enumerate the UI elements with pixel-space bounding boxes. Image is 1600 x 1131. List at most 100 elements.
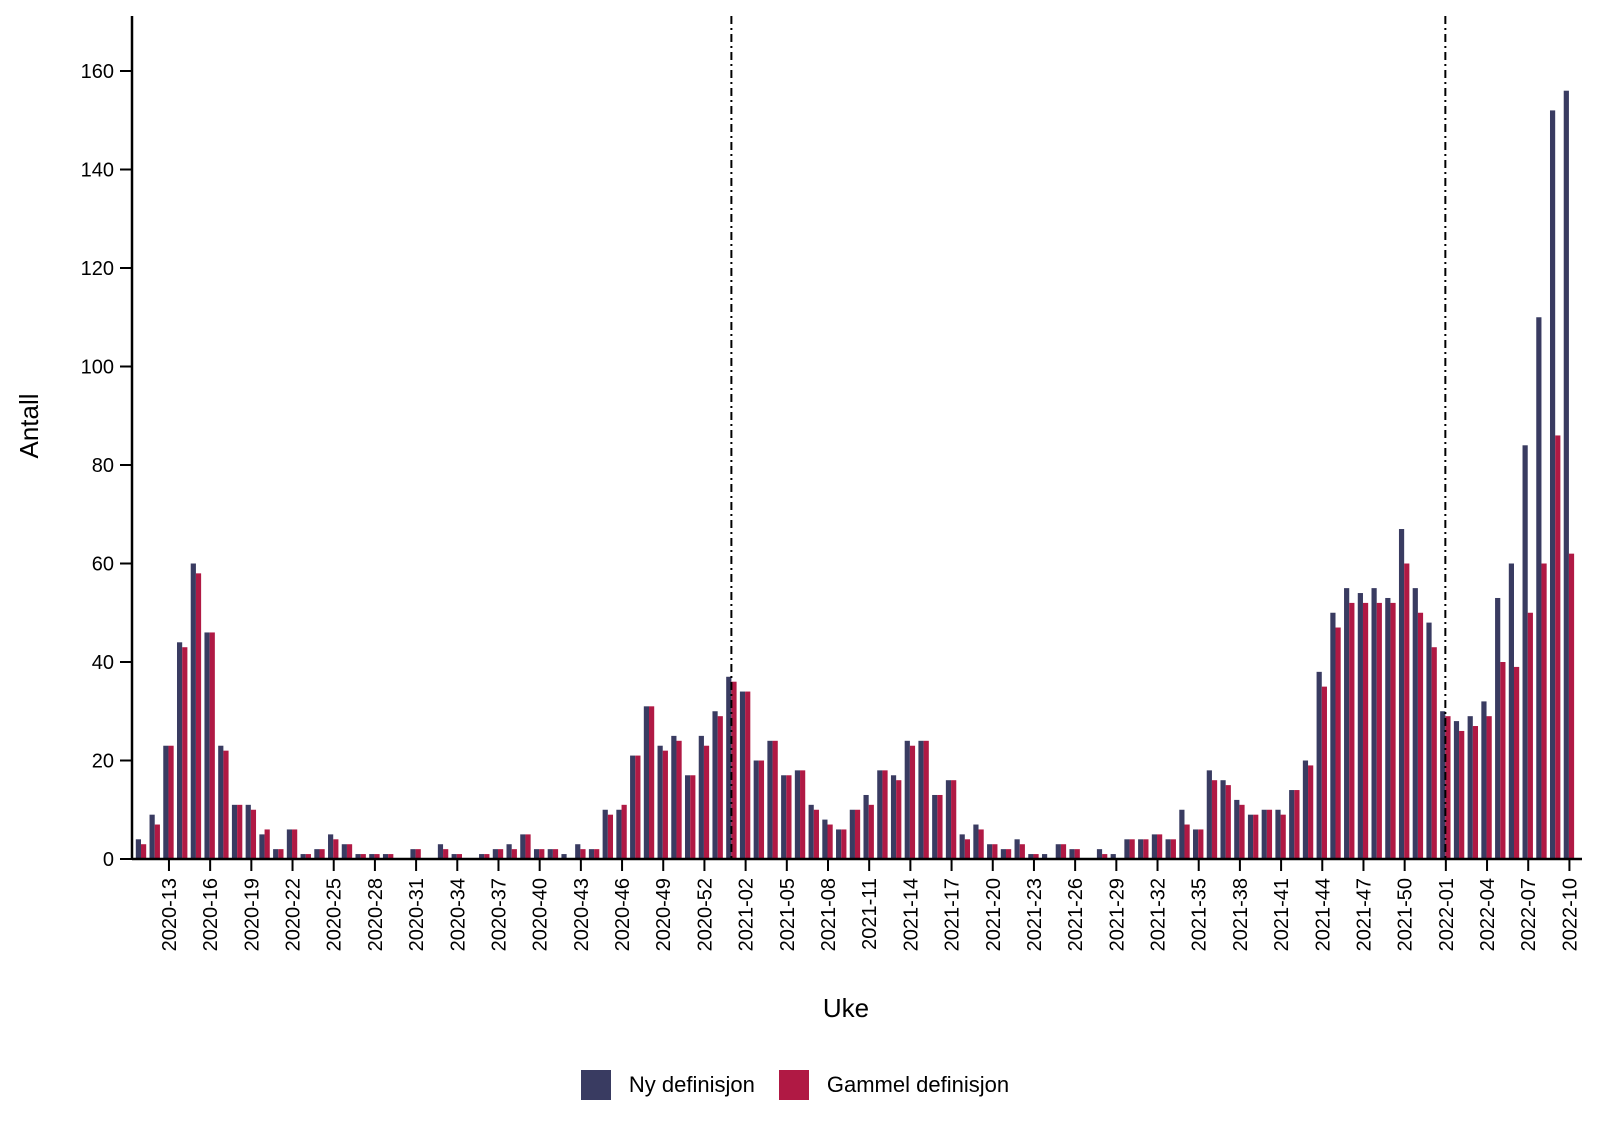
bar-gammel-definisjon [305,854,311,859]
bar-gammel-definisjon [800,770,806,859]
bar-gammel-definisjon [745,691,751,859]
x-tick-label: 2020-25 [324,878,346,951]
bar-gammel-definisjon [415,849,421,859]
bar-ny-definisjon [1371,588,1377,859]
bar-gammel-definisjon [951,780,957,859]
bar-gammel-definisjon [1005,849,1012,859]
x-tick-label: 2020-49 [653,878,675,951]
bar-gammel-definisjon [278,849,284,859]
bar-gammel-definisjon [223,750,229,859]
x-tick-label: 2021-20 [983,878,1005,951]
bar-gammel-definisjon [1445,716,1451,859]
x-tick-label: 2021-23 [1024,878,1046,951]
x-tick-label: 2021-47 [1353,878,1375,951]
x-tick-label: 2021-02 [736,878,758,951]
bar-ny-definisjon [259,834,265,859]
x-tick-label: 2021-35 [1189,878,1211,951]
bar-gammel-definisjon [1198,829,1204,859]
bar-gammel-definisjon [1266,809,1273,859]
bar-gammel-definisjon [703,745,710,859]
bar-ny-definisjon [794,770,801,859]
x-tick-label: 2020-22 [283,878,305,951]
bar-gammel-definisjon [1431,647,1437,859]
bar-gammel-definisjon [1472,726,1479,859]
bar-ny-definisjon [712,711,718,859]
x-tick-label: 2021-17 [942,878,964,951]
bar-gammel-definisjon [195,573,202,859]
bar-gammel-definisjon [1568,553,1575,859]
bar-ny-definisjon [1206,770,1212,859]
bar-gammel-definisjon [1294,790,1300,859]
bar-gammel-definisjon [1376,602,1382,859]
x-tick-label: 2022-04 [1477,878,1499,951]
x-tick-label: 2020-28 [365,878,387,951]
bar-ny-definisjon [382,854,389,859]
y-tick-label: 160 [81,61,114,83]
bar-gammel-definisjon [607,814,614,859]
x-tick-label: 2020-40 [530,878,552,951]
bar-gammel-definisjon [758,760,765,859]
bar-ny-definisjon [753,760,759,859]
bar-ny-definisjon [685,775,691,859]
bar-ny-definisjon [1028,854,1034,859]
bar-gammel-definisjon [552,849,559,859]
bar-gammel-definisjon [456,854,462,859]
bar-gammel-definisjon [690,775,696,859]
bar-gammel-definisjon [621,804,627,859]
bar-gammel-definisjon [168,745,174,859]
bar-ny-definisjon [1330,612,1336,859]
bar-gammel-definisjon [1459,730,1465,859]
bar-ny-definisjon [602,809,608,859]
y-tick-label: 60 [92,554,114,576]
bar-ny-definisjon [1426,622,1432,859]
y-tick-label: 0 [103,849,114,871]
x-tick-label: 2020-19 [241,878,263,951]
bar-gammel-definisjon [141,844,147,859]
bar-gammel-definisjon [484,854,490,859]
bar-ny-definisjon [437,844,444,859]
bar-ny-definisjon [1522,445,1528,859]
bar-gammel-definisjon [635,755,641,859]
bar-ny-definisjon [1165,839,1171,859]
bar-ny-definisjon [849,809,855,859]
bar-gammel-definisjon [580,849,586,859]
bar-ny-definisjon [369,854,375,859]
bar-ny-definisjon [1385,597,1391,859]
bar-ny-definisjon [1220,780,1226,859]
legend-swatch-ny [580,1070,611,1100]
bar-gammel-definisjon [827,824,833,859]
x-tick-label: 2020-37 [488,878,510,951]
legend-label-gammel: Gammel definisjon [826,1072,1010,1097]
bar-gammel-definisjon [1390,602,1396,859]
bar-ny-definisjon [341,844,347,859]
bar-ny-definisjon [1179,809,1185,859]
bar-ny-definisjon [588,849,595,859]
bar-ny-definisjon [176,642,183,859]
bar-ny-definisjon [836,829,842,859]
bar-gammel-definisjon [525,834,531,859]
bar-ny-definisjon [671,735,677,859]
bar-gammel-definisjon [854,809,861,859]
bar-gammel-definisjon [731,681,737,859]
bar-ny-definisjon [1453,721,1460,859]
bar-ny-definisjon [918,740,924,859]
bar-ny-definisjon [1096,849,1103,859]
bar-gammel-definisjon [1239,804,1245,859]
bar-ny-definisjon [273,849,279,859]
bar-ny-definisjon [1138,839,1144,859]
bar-gammel-definisjon [1321,686,1327,859]
bar-ny-definisjon [190,563,196,859]
bar-gammel-definisjon [1514,666,1520,859]
bar-gammel-definisjon [937,794,943,859]
bar-ny-definisjon [492,849,498,859]
bar-gammel-definisjon [841,829,847,859]
bar-gammel-definisjon [717,716,723,859]
bar-ny-definisjon [1275,809,1281,859]
bar-gammel-definisjon [1143,839,1149,859]
bar-ny-definisjon [904,740,910,859]
bar-gammel-definisjon [1157,834,1163,859]
bar-gammel-definisjon [497,849,504,859]
x-tick-label: 2022-10 [1559,878,1581,951]
bar-ny-definisjon [245,804,251,859]
bar-ny-definisjon [520,834,526,859]
